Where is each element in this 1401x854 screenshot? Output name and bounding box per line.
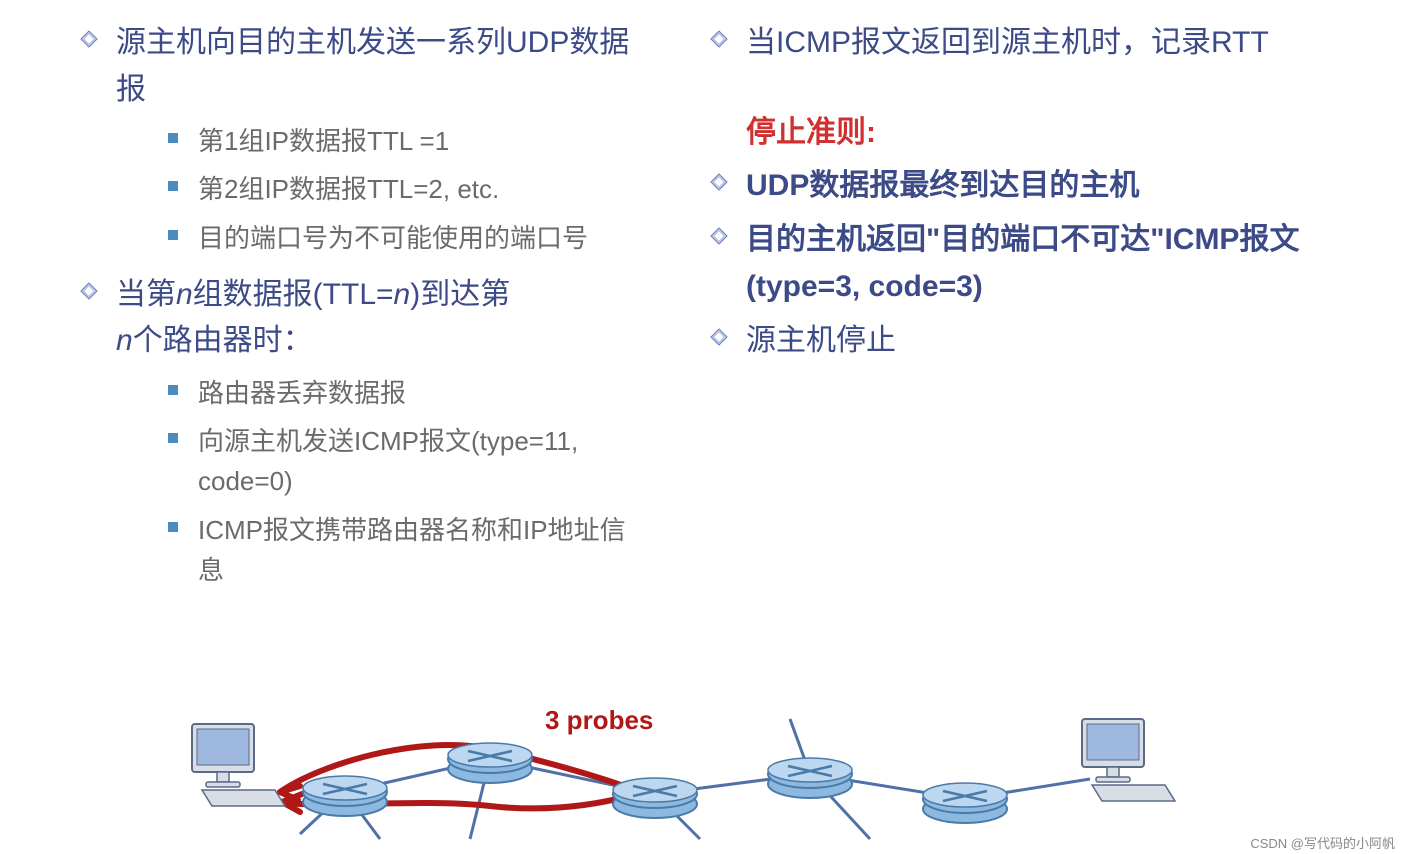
bullet-r1-text: 当ICMP报文返回到源主机时，记录RTT (746, 20, 1269, 67)
bullet-l2: 当第n组数据报(TTL=n)到达第 n个路由器时： (80, 272, 640, 365)
bullet-l1: 源主机向目的主机发送一系列UDP数据报 (80, 20, 640, 113)
diamond-icon (710, 173, 728, 191)
square-icon (168, 385, 178, 395)
stop-heading: 停止准则: (746, 107, 1320, 151)
sublist-l1: 第1组IP数据报TTL =1 第2组IP数据报TTL=2, etc. 目的端口号… (168, 121, 640, 258)
bullet-l2-text: 当第n组数据报(TTL=n)到达第 n个路由器时： (116, 272, 510, 365)
square-icon (168, 133, 178, 143)
stop-item-text: 目的主机返回"目的端口不可达"ICMP报文 (type=3, code=3) (746, 217, 1320, 310)
square-icon (168, 230, 178, 240)
diamond-icon (80, 282, 98, 300)
stop-item: UDP数据报最终到达目的主机 (710, 163, 1320, 210)
square-icon (168, 433, 178, 443)
sub-item: 第1组IP数据报TTL =1 (168, 121, 640, 161)
stop-item-text: 源主机停止 (746, 318, 896, 365)
stop-item: 目的主机返回"目的端口不可达"ICMP报文 (type=3, code=3) (710, 217, 1320, 310)
square-icon (168, 181, 178, 191)
sub-item: 第2组IP数据报TTL=2, etc. (168, 169, 640, 209)
sublist-l2: 路由器丢弃数据报 向源主机发送ICMP报文(type=11, code=0) I… (168, 373, 640, 590)
left-column: 源主机向目的主机发送一系列UDP数据报 第1组IP数据报TTL =1 第2组IP… (80, 20, 640, 604)
stop-item-text: UDP数据报最终到达目的主机 (746, 163, 1139, 210)
square-icon (168, 522, 178, 532)
diamond-icon (710, 30, 728, 48)
network-diagram: 3 probes (0, 664, 1401, 844)
diamond-icon (710, 227, 728, 245)
diamond-icon (710, 328, 728, 346)
sub-item: 目的端口号为不可能使用的端口号 (168, 218, 640, 258)
sub-item: ICMP报文携带路由器名称和IP地址信息 (168, 510, 640, 591)
right-column: 当ICMP报文返回到源主机时，记录RTT 停止准则: UDP数据报最终到达目的主… (700, 20, 1320, 604)
diamond-icon (80, 30, 98, 48)
watermark: CSDN @写代码的小阿帆 (1250, 833, 1395, 852)
slide-content: 源主机向目的主机发送一系列UDP数据报 第1组IP数据报TTL =1 第2组IP… (0, 0, 1401, 604)
bullet-l1-text: 源主机向目的主机发送一系列UDP数据报 (116, 20, 640, 113)
sub-item: 路由器丢弃数据报 (168, 373, 640, 413)
stop-item: 源主机停止 (710, 318, 1320, 365)
svg-text:3 probes: 3 probes (545, 705, 653, 735)
bullet-r1: 当ICMP报文返回到源主机时，记录RTT (710, 20, 1320, 67)
sub-item: 向源主机发送ICMP报文(type=11, code=0) (168, 421, 640, 502)
